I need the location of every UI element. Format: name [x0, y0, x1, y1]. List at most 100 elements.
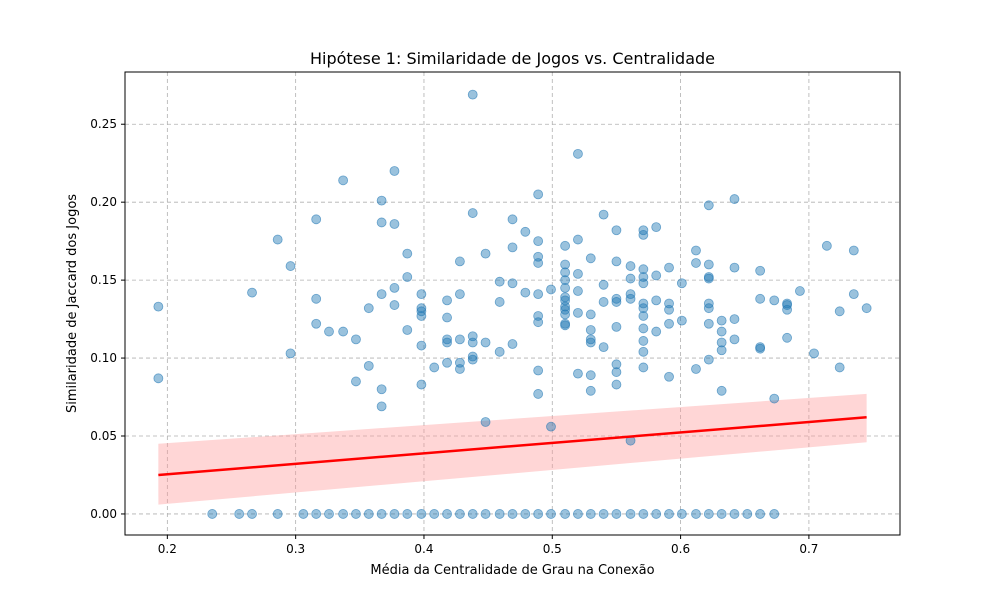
data-point: [809, 348, 819, 359]
data-point: [573, 286, 583, 296]
x-axis-ticks: 0.2 0.3 0.4 0.5 0.6 0.7: [158, 535, 818, 556]
data-point: [533, 365, 544, 376]
data-point: [638, 311, 649, 321]
data-point: [611, 293, 622, 304]
data-point: [638, 264, 649, 275]
data-point: [585, 309, 596, 320]
data-point: [338, 509, 349, 519]
y-tick-label: 0.20: [90, 195, 117, 209]
x-tick-label: 0.2: [158, 542, 177, 556]
data-point: [703, 200, 714, 211]
data-point: [520, 509, 531, 519]
data-point: [311, 318, 322, 329]
data-point: [664, 262, 674, 273]
data-point: [573, 268, 583, 279]
data-point: [585, 509, 596, 519]
grid: [125, 72, 900, 535]
data-point: [389, 283, 400, 293]
data-point: [338, 326, 349, 337]
data-point: [861, 303, 872, 314]
data-point: [638, 509, 649, 519]
data-point: [848, 245, 859, 256]
data-point: [834, 306, 845, 317]
data-point: [573, 148, 583, 159]
data-point: [416, 340, 427, 351]
data-point: [691, 245, 701, 256]
data-point: [533, 289, 544, 300]
data-point: [585, 385, 596, 396]
data-point: [389, 219, 400, 229]
data-point: [755, 343, 766, 354]
data-point: [480, 337, 491, 348]
data-point: [402, 248, 413, 259]
data-point: [153, 301, 164, 312]
data-point: [573, 234, 583, 245]
confidence-band-area: [158, 393, 867, 505]
plot-frame: [124, 71, 901, 536]
y-tick-label: 0.25: [90, 117, 117, 131]
data-point: [442, 334, 452, 345]
data-point: [703, 303, 714, 314]
data-point: [703, 509, 714, 519]
data-point: [729, 334, 740, 345]
data-point: [324, 509, 334, 519]
data-point: [507, 242, 518, 253]
data-point: [376, 509, 387, 519]
data-point: [533, 236, 544, 247]
data-point: [676, 509, 687, 519]
data-point: [585, 334, 596, 345]
data-point: [560, 275, 571, 286]
data-point: [311, 509, 322, 519]
data-point: [676, 278, 687, 289]
regression-line-path: [158, 416, 867, 477]
data-point: [429, 362, 440, 373]
data-point: [729, 262, 740, 273]
data-point: [338, 175, 349, 186]
data-point: [520, 287, 531, 298]
data-point: [795, 286, 805, 296]
confidence-band: [158, 393, 867, 505]
data-point: [363, 303, 374, 314]
data-point: [494, 297, 505, 307]
data-point: [560, 283, 571, 293]
data-point: [585, 370, 596, 381]
data-point: [664, 371, 674, 382]
y-axis-label: Similaridade de Jaccard dos Jogos: [65, 194, 80, 413]
data-point: [703, 273, 714, 284]
data-point: [442, 337, 452, 348]
data-point: [560, 309, 571, 320]
data-point: [598, 509, 609, 519]
y-tick-label: 0.00: [90, 507, 117, 521]
data-point: [573, 509, 583, 519]
data-point: [598, 342, 609, 353]
data-point: [480, 248, 491, 259]
data-point: [834, 362, 845, 373]
regression-line: [158, 416, 867, 477]
data-point: [691, 258, 701, 268]
data-point: [560, 509, 571, 519]
data-point: [234, 509, 245, 519]
data-point: [651, 295, 662, 306]
data-point: [507, 339, 518, 349]
data-point: [560, 267, 571, 278]
data-point: [416, 311, 427, 321]
data-point: [573, 368, 583, 379]
data-point: [676, 315, 687, 326]
data-point: [716, 345, 727, 356]
data-point: [494, 509, 505, 519]
data-point: [729, 314, 740, 324]
data-point: [611, 509, 622, 519]
data-point: [376, 384, 387, 395]
data-point: [598, 209, 609, 220]
data-point: [755, 265, 766, 276]
data-point: [467, 89, 478, 100]
data-point: [691, 509, 701, 519]
data-point: [389, 509, 400, 519]
data-point: [442, 357, 452, 368]
data-point: [821, 240, 832, 251]
x-tick-label: 0.7: [799, 542, 818, 556]
data-point: [664, 304, 674, 315]
data-point: [560, 301, 571, 312]
x-tick-label: 0.3: [286, 542, 305, 556]
x-axis-label: Média da Centralidade de Grau na Conexão: [370, 563, 654, 578]
